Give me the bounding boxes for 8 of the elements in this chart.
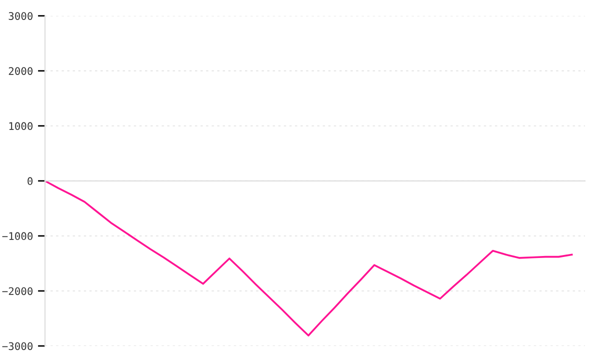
y-tick-label: 1000 bbox=[9, 122, 33, 130]
y-tick-label: 2000 bbox=[8, 67, 33, 75]
y-tick-label: 3000 bbox=[8, 12, 33, 20]
y-tick-label: −2000 bbox=[2, 287, 33, 296]
y-tick-label: −3000 bbox=[2, 342, 33, 350]
y-tick-label: −1000 bbox=[2, 232, 33, 240]
line-series bbox=[45, 180, 573, 336]
y-tick-label: 0 bbox=[28, 177, 33, 186]
